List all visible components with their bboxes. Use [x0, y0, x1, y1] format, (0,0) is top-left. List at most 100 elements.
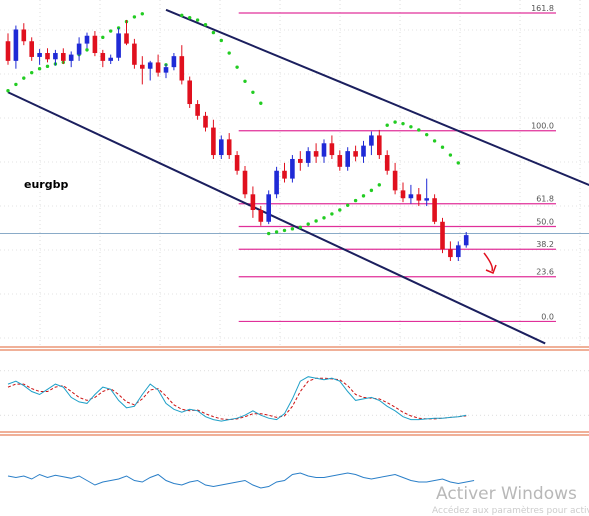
sar-dot [314, 219, 318, 223]
candle-body [116, 33, 121, 58]
candle-body [100, 53, 106, 61]
candle-body [61, 53, 66, 61]
sar-dot [361, 194, 366, 198]
sar-dot [338, 208, 342, 212]
candle-body [234, 155, 240, 171]
sar-dot [22, 76, 26, 80]
candle-body [92, 35, 98, 54]
sar-dot [401, 121, 405, 126]
sar-dot [369, 188, 374, 193]
candle-body [108, 57, 113, 61]
fib-level-label: 100.0 [531, 122, 554, 131]
candle-body [37, 53, 42, 57]
candle-body [448, 249, 453, 258]
sar-dot [227, 51, 231, 55]
down-arrow-annotation [483, 252, 494, 272]
candle-body [187, 80, 192, 105]
candle-body [5, 41, 11, 61]
channel-upper-line [165, 8, 589, 187]
fib-level-label: 38.2 [536, 240, 554, 249]
candle-body [384, 155, 390, 171]
sar-dot [346, 203, 350, 207]
candle-body [147, 62, 153, 69]
candle-body [369, 135, 374, 146]
candle-body [392, 170, 398, 191]
sar-dot [30, 70, 34, 75]
fib-level-label: 0.0 [541, 312, 554, 321]
candle-body [400, 190, 406, 199]
sar-dot [432, 139, 437, 143]
fib-level-label: 161.8 [531, 4, 554, 13]
candle-body [329, 143, 335, 156]
candle-body [321, 143, 327, 157]
candle-body [68, 54, 74, 61]
sar-dot [456, 161, 460, 165]
candle-body [440, 221, 445, 250]
candle-body [226, 139, 232, 156]
candle-body [84, 35, 90, 44]
sar-dot [393, 120, 397, 124]
sar-dot [417, 128, 421, 132]
sar-dot [267, 231, 271, 236]
sar-dot [306, 222, 310, 226]
watermark-subtitle: Accédez aux paramètres pour activer Wind… [432, 505, 589, 516]
candle-body [53, 53, 58, 60]
chart-grid [0, 0, 589, 345]
candle-body [408, 194, 414, 199]
candle-body [345, 151, 350, 167]
candle-body [203, 115, 208, 128]
candle-body [45, 53, 50, 60]
sar-dot [211, 30, 216, 35]
lower-indicator-panel [7, 472, 475, 489]
sar-dot [282, 228, 287, 233]
candle-body [313, 151, 319, 157]
candle-body [242, 170, 248, 195]
sar-dot [298, 225, 302, 229]
annotations [483, 252, 497, 274]
sar-dot [353, 198, 358, 203]
candle-body [140, 64, 145, 69]
watermark-title: Activer Windows [436, 484, 577, 504]
sar-dot [290, 227, 295, 231]
candle-body [250, 194, 256, 210]
candle-body [424, 198, 429, 201]
sar-dot [132, 15, 137, 19]
candle-body [266, 194, 271, 222]
candle-body [171, 56, 177, 68]
candle-body [29, 41, 34, 57]
sar-dot [243, 79, 247, 83]
candle-body [361, 145, 366, 157]
candle-body [432, 198, 437, 222]
sar-dot [330, 212, 334, 216]
oscillator-panel [0, 370, 589, 422]
candle-body [377, 135, 382, 156]
candle-body [290, 158, 295, 179]
candle-body [13, 29, 19, 61]
fibonacci-retracement: 161.8 100.0 61.8 50.0 38.2 23.6 0.0 [238, 4, 556, 323]
lower-indicator-line [7, 472, 475, 489]
candle-body [155, 62, 161, 73]
symbol-label: eurgbp [24, 178, 68, 191]
candle-body [305, 151, 311, 163]
sar-dot [440, 145, 445, 149]
sar-dot [219, 38, 223, 43]
candle-body [298, 158, 303, 163]
fib-level-label: 50.0 [536, 217, 554, 226]
candle-body [21, 29, 27, 42]
sar-dot [101, 35, 105, 40]
oscillator-main-line [7, 376, 467, 422]
candle-body [76, 43, 82, 55]
down-arrow-head [485, 264, 497, 274]
trend-channel [7, 8, 589, 345]
sar-dot [259, 101, 263, 105]
sar-dot [109, 29, 113, 33]
sar-dot [235, 65, 239, 69]
candle-body [274, 170, 279, 195]
candlesticks [5, 20, 469, 262]
sar-dot [251, 90, 255, 94]
sar-dot [448, 153, 453, 157]
panel-separators [0, 346, 589, 436]
candle-body [463, 235, 469, 246]
candle-body [258, 209, 264, 222]
oscillator-signal-line [7, 377, 467, 421]
